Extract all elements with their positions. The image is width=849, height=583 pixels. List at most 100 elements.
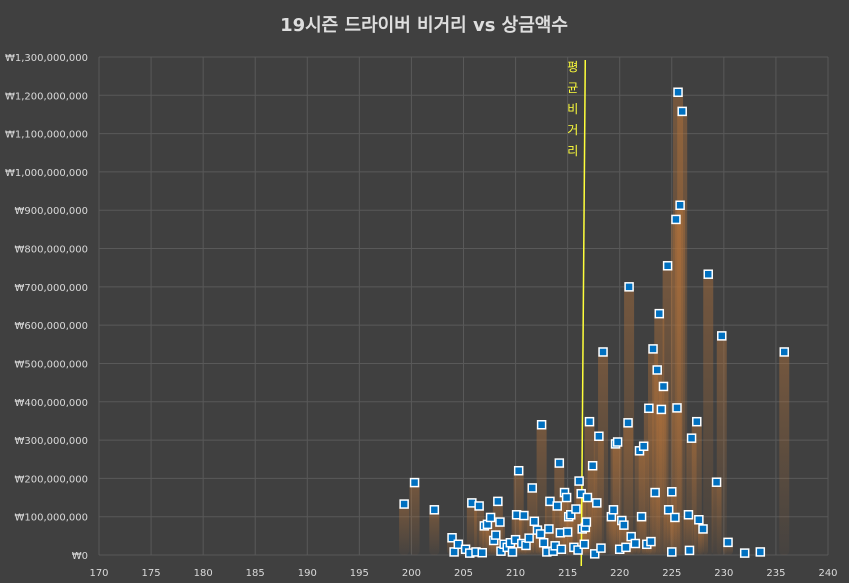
data-point bbox=[571, 504, 581, 514]
data-point bbox=[566, 510, 576, 520]
point-glow bbox=[716, 335, 727, 555]
data-point bbox=[527, 483, 537, 493]
point-glow bbox=[703, 274, 714, 555]
data-point bbox=[587, 460, 598, 471]
data-point bbox=[636, 511, 647, 522]
data-point bbox=[675, 200, 685, 211]
y-tick-labels: ₩0 ₩100,000,000 ₩200,000,000 ₩300,000,000 ₩4… bbox=[5, 53, 88, 562]
data-point bbox=[581, 517, 592, 527]
data-point bbox=[646, 536, 656, 547]
data-point bbox=[684, 545, 695, 556]
point-glow bbox=[662, 265, 673, 555]
x-tick-label: 220 bbox=[610, 568, 629, 579]
data-point bbox=[556, 544, 567, 555]
x-tick-label: 190 bbox=[298, 568, 317, 579]
data-point bbox=[399, 499, 409, 509]
data-point bbox=[409, 477, 420, 488]
data-point bbox=[513, 465, 524, 476]
data-point bbox=[644, 403, 654, 414]
x-tick-label: 195 bbox=[350, 568, 369, 579]
data-point bbox=[582, 492, 593, 503]
data-point bbox=[703, 269, 713, 279]
x-tick-label: 215 bbox=[558, 568, 577, 579]
data-point bbox=[495, 517, 505, 527]
data-point bbox=[584, 416, 595, 427]
data-point bbox=[535, 529, 546, 539]
data-point bbox=[612, 437, 623, 447]
data-point bbox=[667, 547, 677, 557]
point-glow bbox=[677, 111, 688, 556]
data-point bbox=[596, 543, 606, 553]
data-point bbox=[698, 524, 708, 534]
x-tick-label: 200 bbox=[402, 568, 421, 579]
data-point bbox=[692, 416, 702, 427]
data-point bbox=[619, 520, 629, 530]
y-tick-label: ₩0 bbox=[72, 551, 88, 562]
data-point bbox=[686, 433, 697, 443]
data-point bbox=[524, 533, 534, 543]
x-tick-label: 205 bbox=[454, 568, 473, 579]
data-point bbox=[630, 538, 641, 549]
data-point bbox=[485, 512, 496, 523]
data-point bbox=[474, 501, 484, 511]
x-tick-labels: 170 175 180 185 190 195 200 205 210 215 220 225 230 2… bbox=[89, 568, 837, 579]
point-glow bbox=[399, 504, 410, 555]
data-point bbox=[449, 547, 459, 557]
data-point bbox=[598, 347, 608, 357]
data-point bbox=[608, 505, 619, 515]
data-point bbox=[624, 282, 634, 292]
x-tick-label: 175 bbox=[142, 568, 161, 579]
data-point bbox=[652, 365, 662, 375]
x-tick-label: 185 bbox=[246, 568, 265, 579]
data-point bbox=[552, 501, 562, 511]
data-point bbox=[662, 261, 673, 271]
data-point bbox=[621, 542, 631, 553]
x-tick-label: 170 bbox=[89, 568, 108, 579]
data-point bbox=[673, 87, 683, 97]
data-point bbox=[573, 545, 583, 555]
data-point bbox=[561, 492, 572, 503]
data-point bbox=[658, 381, 669, 392]
data-point bbox=[656, 404, 667, 415]
y-tick-label: ₩300,000,000 bbox=[14, 436, 88, 447]
data-point bbox=[672, 403, 682, 413]
data-point bbox=[554, 458, 565, 468]
data-point bbox=[579, 539, 590, 550]
data-point bbox=[650, 487, 660, 498]
y-tick-label: ₩800,000,000 bbox=[14, 245, 88, 256]
y-tick-label: ₩900,000,000 bbox=[14, 206, 88, 217]
data-point bbox=[491, 530, 501, 540]
y-tick-label: ₩1,000,000,000 bbox=[5, 168, 88, 179]
data-point bbox=[670, 512, 680, 523]
data-point bbox=[574, 476, 584, 486]
data-point bbox=[589, 549, 600, 559]
data-point bbox=[536, 420, 547, 430]
point-glow bbox=[536, 424, 547, 555]
data-point bbox=[638, 441, 649, 451]
data-point bbox=[694, 515, 704, 525]
x-tick-label: 225 bbox=[662, 568, 681, 579]
y-tick-label: ₩400,000,000 bbox=[14, 398, 88, 409]
x-tick-label: 230 bbox=[714, 568, 733, 579]
data-point bbox=[447, 533, 457, 543]
data-point bbox=[739, 548, 750, 558]
data-point bbox=[755, 547, 766, 557]
data-point bbox=[592, 498, 602, 508]
chart-title: 19시즌 드라이버 비거리 vs 상금액수 bbox=[280, 15, 568, 36]
data-point bbox=[667, 487, 677, 497]
data-point bbox=[677, 106, 687, 117]
data-point bbox=[663, 505, 674, 515]
data-point bbox=[671, 214, 681, 225]
average-line-label-char: 균 bbox=[567, 81, 578, 95]
data-point bbox=[717, 331, 727, 341]
point-glow bbox=[429, 509, 440, 555]
x-tick-label: 210 bbox=[506, 568, 525, 579]
data-point bbox=[654, 308, 665, 319]
y-tick-label: ₩100,000,000 bbox=[14, 513, 88, 524]
data-point bbox=[779, 347, 790, 357]
data-point bbox=[683, 510, 694, 520]
data-point bbox=[562, 527, 573, 537]
y-tick-label: ₩200,000,000 bbox=[14, 474, 88, 485]
data-point bbox=[594, 431, 604, 441]
